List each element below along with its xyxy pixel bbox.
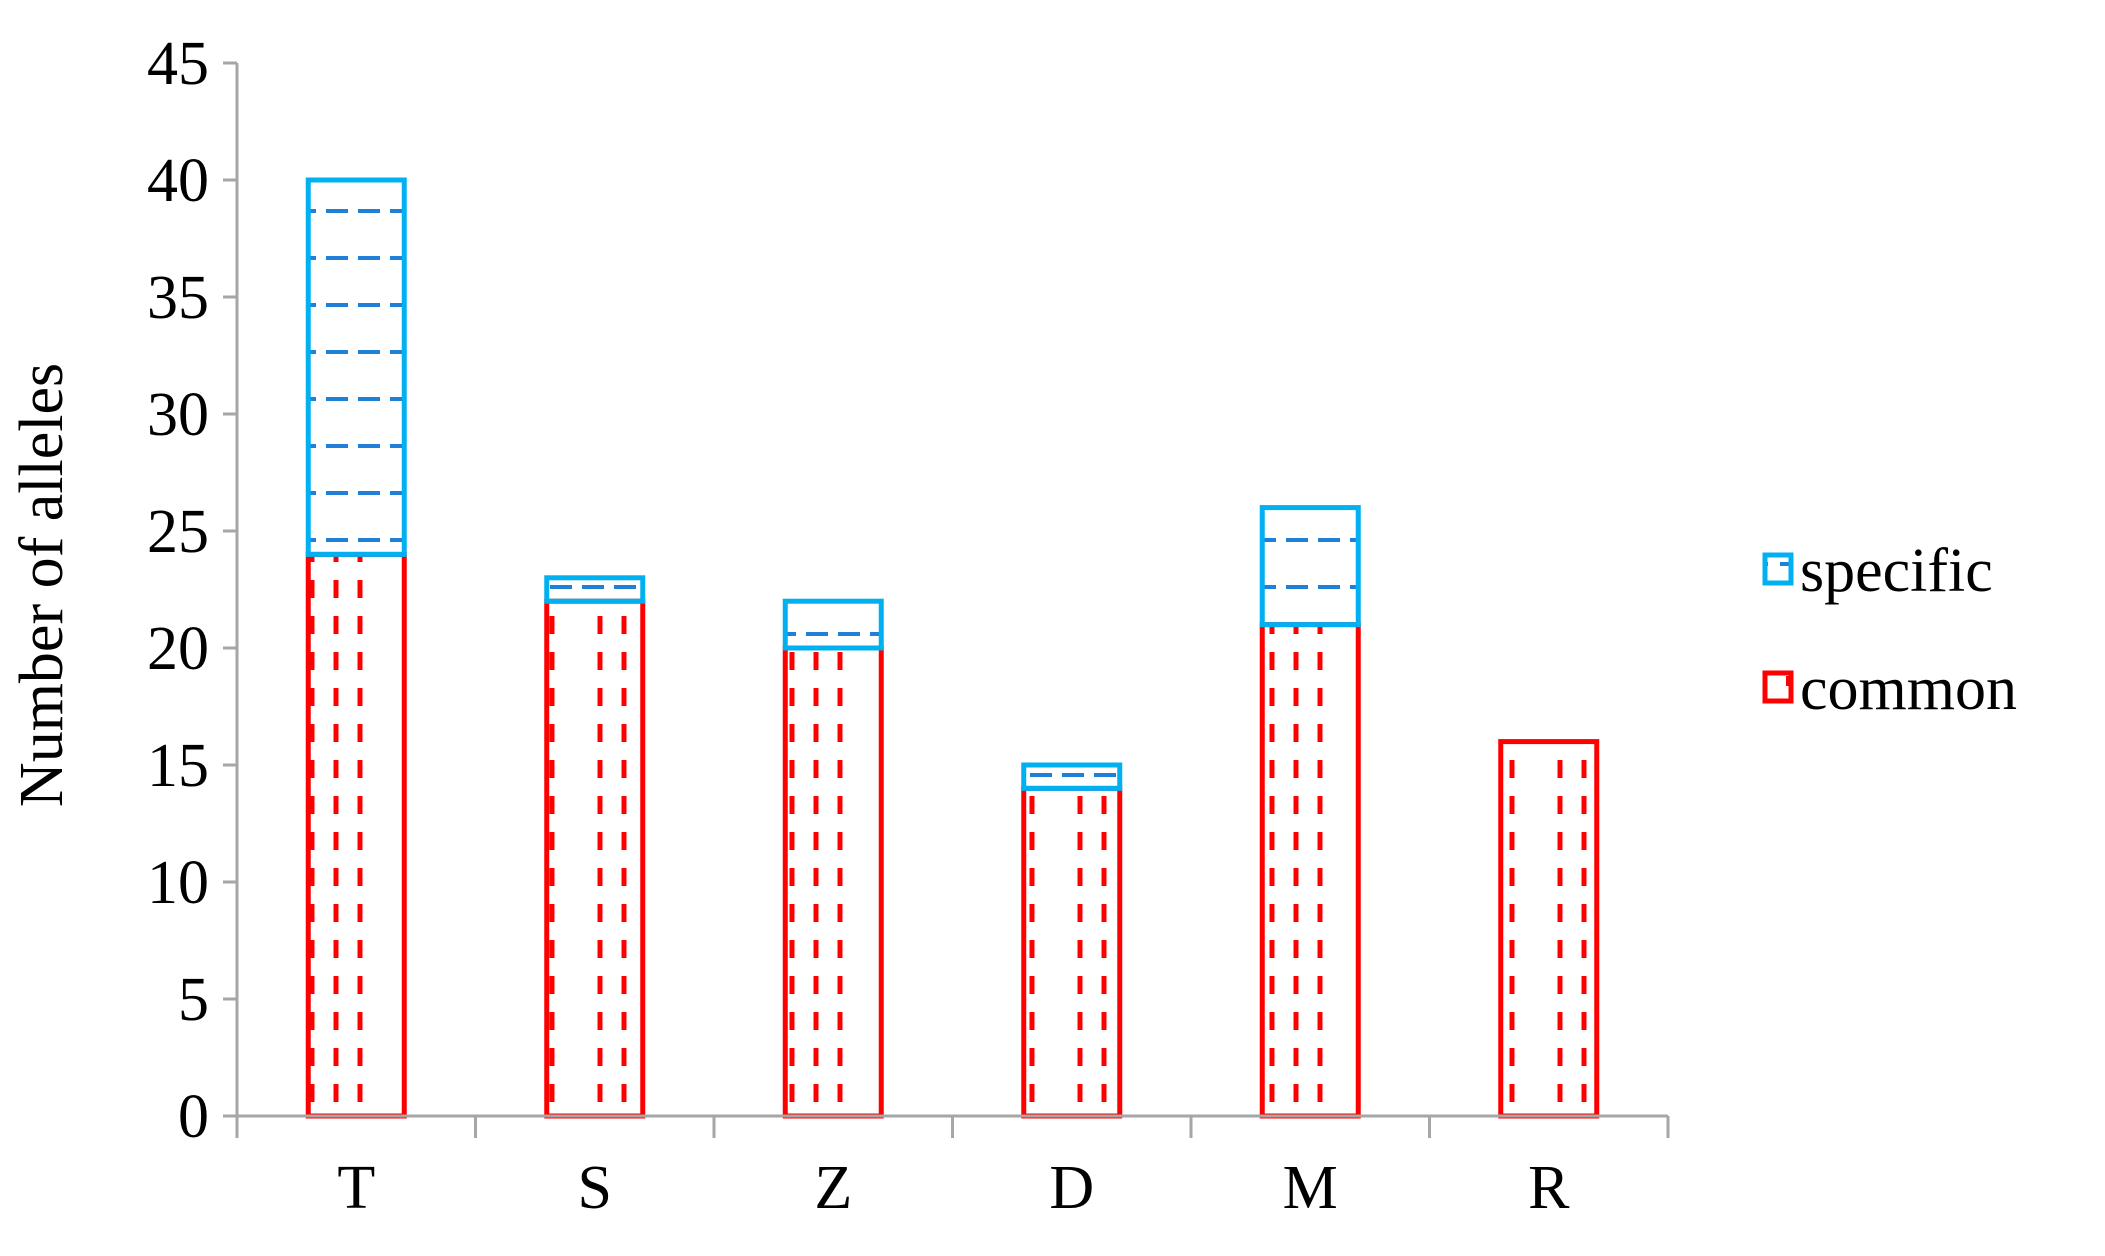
- y-tick-label: 40: [147, 147, 209, 215]
- bar-specific-Z: [782, 598, 884, 651]
- y-axis-title: Number of alleles: [8, 363, 76, 807]
- y-tick-label: 45: [147, 30, 209, 98]
- legend-item-specific: specific: [1762, 537, 1993, 605]
- bar-specific-T: [305, 177, 407, 557]
- bar-common-R: [1498, 739, 1600, 1119]
- legend-label-common: common: [1800, 655, 2017, 723]
- axes-group: [235, 63, 1670, 1138]
- bars-group: [305, 177, 1600, 1119]
- bar-specific-S: [544, 575, 646, 604]
- x-tick-label-Z: Z: [814, 1154, 852, 1222]
- y-tick-label: 5: [178, 966, 209, 1034]
- x-tick-label-M: M: [1283, 1154, 1338, 1222]
- bar-common-S: [544, 598, 646, 1119]
- legend-label-specific: specific: [1800, 537, 1993, 605]
- y-tick-label: 20: [147, 615, 209, 683]
- y-tick-label: 15: [147, 732, 209, 800]
- bar-specific-M: [1259, 505, 1361, 628]
- legend-item-common: common: [1762, 655, 2017, 723]
- x-tick-label-R: R: [1528, 1154, 1570, 1222]
- legend-swatch-common: [1762, 670, 1794, 704]
- legend: specific common: [1762, 537, 2017, 723]
- x-tick-label-D: D: [1049, 1154, 1094, 1222]
- y-axis-ticks: 0 5 10 15 20 25 30 35 40 45: [147, 30, 237, 1151]
- y-tick-label: 30: [147, 381, 209, 449]
- y-tick-label: 10: [147, 849, 209, 917]
- y-tick-label: 25: [147, 498, 209, 566]
- bar-common-D: [1021, 785, 1123, 1119]
- x-tick-label-T: T: [337, 1154, 375, 1222]
- y-tick-label: 0: [178, 1083, 209, 1151]
- legend-swatch-specific: [1762, 552, 1794, 586]
- x-tick-label-S: S: [578, 1154, 612, 1222]
- bar-common-T: [305, 551, 407, 1119]
- bar-common-M: [1259, 622, 1361, 1119]
- y-tick-label: 35: [147, 264, 209, 332]
- bar-common-Z: [782, 645, 884, 1119]
- bar-specific-D: [1021, 762, 1123, 791]
